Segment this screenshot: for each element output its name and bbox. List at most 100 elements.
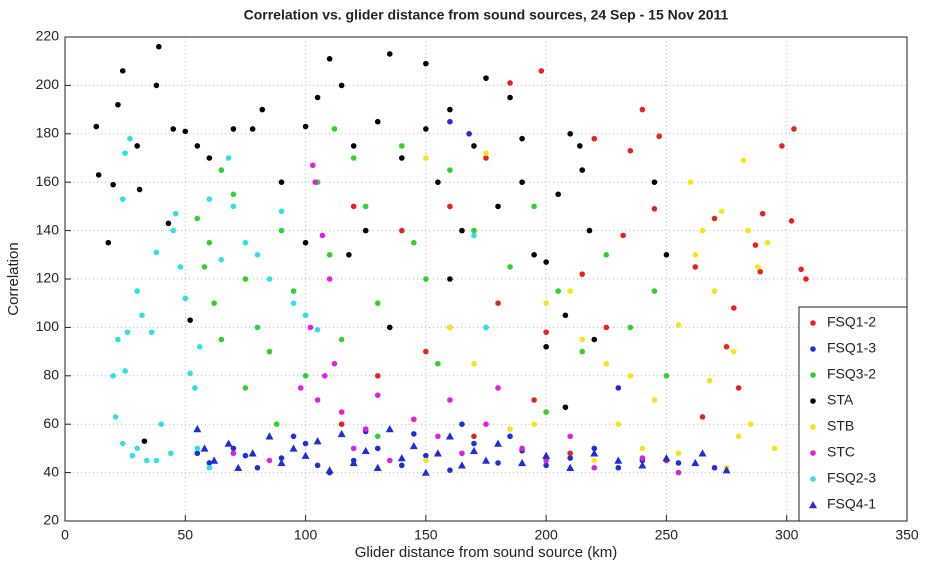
y-tick-label: 200 xyxy=(36,76,60,92)
data-point xyxy=(483,155,489,161)
data-point xyxy=(206,196,213,202)
data-point xyxy=(112,414,119,420)
data-point xyxy=(350,143,357,149)
data-point xyxy=(507,426,513,432)
data-point xyxy=(254,324,261,331)
data-point xyxy=(170,126,177,132)
data-point xyxy=(519,179,525,185)
legend-label: FSQ2-3 xyxy=(827,470,876,486)
data-point xyxy=(423,348,429,355)
data-point xyxy=(457,461,466,469)
data-point xyxy=(562,404,569,411)
data-point xyxy=(218,256,225,263)
data-point xyxy=(110,373,116,379)
data-point xyxy=(615,385,622,391)
data-point xyxy=(722,466,731,474)
data-point xyxy=(579,271,586,277)
data-point xyxy=(192,385,198,391)
data-point xyxy=(182,295,189,302)
data-point xyxy=(385,425,394,433)
data-point xyxy=(158,421,165,428)
data-point xyxy=(290,300,297,307)
data-point xyxy=(165,220,172,227)
data-point xyxy=(495,385,501,391)
data-point xyxy=(143,457,150,464)
data-point xyxy=(543,329,549,336)
data-point xyxy=(747,421,754,428)
data-point xyxy=(579,336,586,343)
data-point xyxy=(301,451,310,459)
data-point xyxy=(326,276,333,282)
data-point xyxy=(206,460,213,466)
data-point xyxy=(411,416,417,423)
data-point xyxy=(445,432,454,440)
data-point xyxy=(313,437,322,445)
data-point xyxy=(639,445,646,452)
legend-marker xyxy=(810,450,816,456)
legend-marker xyxy=(810,476,816,482)
y-tick-label: 140 xyxy=(36,221,60,237)
data-point xyxy=(242,276,249,282)
data-point xyxy=(346,252,352,258)
data-point xyxy=(555,288,561,294)
data-point xyxy=(531,252,537,258)
data-point xyxy=(543,462,549,469)
data-point xyxy=(740,157,747,164)
data-point xyxy=(350,155,357,161)
data-point xyxy=(447,276,453,282)
x-tick-label: 150 xyxy=(414,527,438,543)
x-axis-label: Glider distance from sound source (km) xyxy=(355,544,618,561)
data-point xyxy=(627,147,634,154)
data-point xyxy=(399,155,405,161)
legend-marker xyxy=(810,346,816,352)
data-point xyxy=(139,312,145,319)
data-point xyxy=(196,343,203,350)
data-point xyxy=(483,75,489,81)
data-point xyxy=(312,179,318,185)
data-point xyxy=(399,227,405,234)
data-point xyxy=(254,252,261,258)
data-point xyxy=(447,467,453,473)
data-point xyxy=(651,288,658,294)
data-point xyxy=(662,454,671,462)
legend-label: FSQ4-1 xyxy=(827,496,876,512)
data-point xyxy=(711,215,718,222)
data-point xyxy=(711,288,718,294)
data-point xyxy=(182,128,189,135)
data-point xyxy=(93,123,100,130)
data-point xyxy=(259,106,266,113)
data-point xyxy=(349,458,358,467)
x-tick-label: 0 xyxy=(61,527,69,543)
data-point xyxy=(603,252,610,258)
legend-marker xyxy=(810,424,816,430)
data-point xyxy=(266,348,273,355)
data-point xyxy=(562,312,569,319)
data-point xyxy=(129,452,136,459)
data-point xyxy=(409,441,418,450)
data-point xyxy=(187,370,193,377)
data-point xyxy=(374,433,381,440)
data-point xyxy=(338,409,345,415)
legend-label: FSQ1-2 xyxy=(827,314,876,330)
data-point xyxy=(289,444,298,452)
data-point xyxy=(153,82,160,89)
data-point xyxy=(362,227,369,234)
data-point xyxy=(350,203,357,210)
data-point xyxy=(411,431,417,437)
data-point xyxy=(265,432,274,440)
data-point xyxy=(435,433,441,440)
data-point xyxy=(447,203,453,210)
data-point xyxy=(331,360,338,367)
data-point xyxy=(482,456,490,464)
data-point xyxy=(338,336,345,343)
data-point xyxy=(230,445,237,452)
data-point xyxy=(519,445,525,452)
data-point xyxy=(723,343,730,350)
data-point xyxy=(627,373,634,379)
data-point xyxy=(105,239,112,246)
data-point xyxy=(122,150,128,156)
data-point xyxy=(302,312,309,319)
data-point xyxy=(567,131,573,137)
data-point xyxy=(122,368,128,374)
data-point xyxy=(590,449,599,457)
